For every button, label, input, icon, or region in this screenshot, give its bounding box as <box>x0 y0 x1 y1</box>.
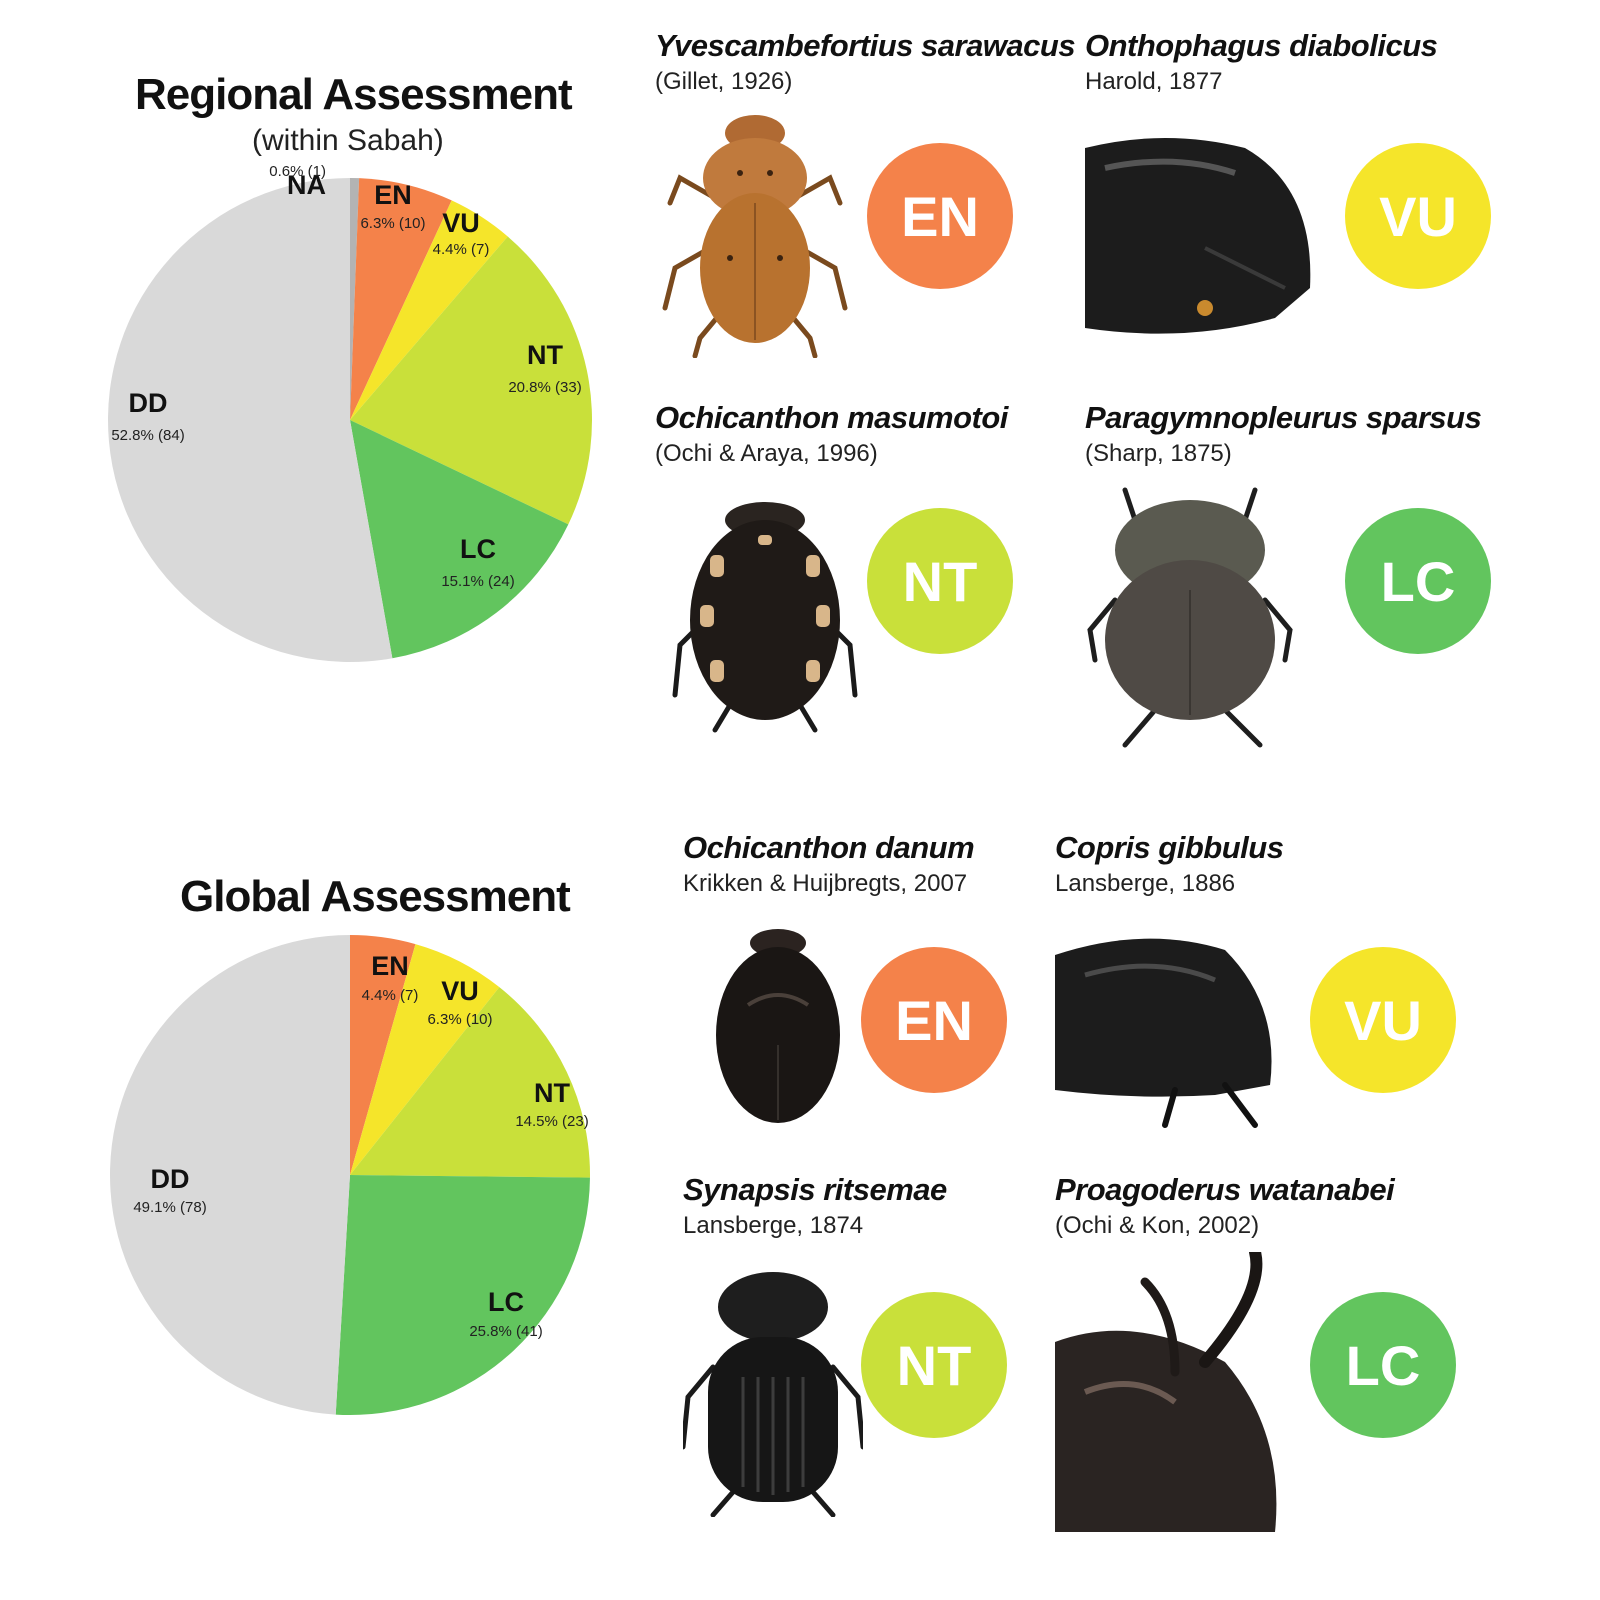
status-badge: VU <box>1345 143 1491 289</box>
status-badge: EN <box>861 947 1007 1093</box>
status-badge-label: EN <box>901 184 979 248</box>
slice-label-en: EN <box>371 951 409 981</box>
status-badge-label: LC <box>1345 1333 1421 1397</box>
pie-slice-nt <box>350 236 592 525</box>
slice-value-dd: 52.8% (84) <box>111 427 184 444</box>
species-card: Copris gibbulus Lansberge, 1886 VU <box>1055 830 1495 1190</box>
status-badge-label: NT <box>902 549 978 613</box>
status-badge-label: LC <box>1380 549 1456 613</box>
slice-label-nt: NT <box>527 340 563 370</box>
species-author: (Gillet, 1926) <box>655 68 793 95</box>
species-card: Onthophagus diabolicus Harold, 1877 VU <box>1085 28 1525 388</box>
species-author: Harold, 1877 <box>1085 68 1223 95</box>
species-name: Ochicanthon danum <box>683 830 975 865</box>
species-author: (Sharp, 1875) <box>1085 440 1232 467</box>
pie-slice-lc <box>335 1175 590 1415</box>
status-badge: NT <box>861 1292 1007 1438</box>
regional-pie-chart: NA0.6% (1) EN 6.3% (10) VU 4.4% (7) NT 20.8% (… <box>107 163 592 662</box>
species-name: Ochicanthon masumotoi <box>655 400 1008 435</box>
pie-slice-dd <box>109 935 351 1415</box>
spotted-beetle-icon <box>670 495 860 735</box>
status-badge: LC <box>1310 1292 1456 1438</box>
horned-beetle-icon <box>1055 1246 1295 1542</box>
species-name: Proagoderus watanabei <box>1055 1172 1395 1207</box>
slice-label-lc: LC <box>488 1287 524 1317</box>
status-badge: EN <box>867 143 1013 289</box>
slice-value-vu: 4.4% (7) <box>433 241 490 258</box>
species-card: Ochicanthon masumotoi (Ochi & Araya, 199… <box>655 400 1095 760</box>
species-card: Synapsis ritsemae Lansberge, 1874 NT <box>680 1172 1123 1532</box>
species-card: Paragymnopleurus sparsus (Sharp, 1875) L… <box>1085 400 1525 760</box>
pie-slice-en <box>350 178 452 420</box>
black-beetle-icon <box>680 1267 866 1518</box>
status-badge-label: NT <box>896 1333 972 1397</box>
black-beetle-icon <box>1085 128 1325 348</box>
slice-label-lc: LC <box>460 534 496 564</box>
species-author: Lansberge, 1886 <box>1055 870 1236 897</box>
species-name: Onthophagus diabolicus <box>1085 28 1438 63</box>
slice-label-dd: DD <box>151 1164 190 1194</box>
slice-value-en: 6.3% (10) <box>360 215 425 232</box>
slice-label-nt: NT <box>534 1078 570 1108</box>
pie-slice-nt <box>350 987 590 1178</box>
species-author: Krikken & Huijbregts, 2007 <box>683 870 968 897</box>
status-badge-label: VU <box>1344 988 1422 1052</box>
pie-slice-vu <box>350 944 500 1175</box>
slice-value-nt: 14.5% (23) <box>515 1113 588 1130</box>
slice-value-lc: 25.8% (41) <box>469 1323 542 1340</box>
slice-label-na: NA <box>287 170 326 200</box>
status-badge-label: VU <box>1379 184 1457 248</box>
slice-value-dd: 49.1% (78) <box>133 1199 206 1216</box>
pie-slice-vu <box>350 200 508 420</box>
species-card: Yvescambefortius sarawacus (Gillet, 1926… <box>655 28 1095 388</box>
status-badge-label: EN <box>895 988 973 1052</box>
bronze-beetle-icon <box>1085 480 1295 750</box>
species-name: Paragymnopleurus sparsus <box>1085 400 1482 435</box>
species-author: (Ochi & Kon, 2002) <box>1055 1212 1260 1239</box>
regional-chart-subtitle: (within Sabah) <box>252 124 444 157</box>
status-badge: VU <box>1310 947 1456 1093</box>
slice-value-en: 4.4% (7) <box>362 987 419 1004</box>
slice-label-vu: VU <box>442 208 480 238</box>
status-badge: NT <box>867 508 1013 654</box>
pie-slice-dd <box>107 178 393 662</box>
slice-label-en: EN <box>374 180 412 210</box>
black-beetle-icon <box>1055 925 1285 1135</box>
pie-slice-lc <box>350 420 569 659</box>
regional-chart-title: Regional Assessment <box>135 70 573 119</box>
species-name: Copris gibbulus <box>1055 830 1284 865</box>
slice-label-dd: DD <box>129 388 168 418</box>
species-name: Synapsis ritsemae <box>683 1172 947 1207</box>
species-name: Yvescambefortius sarawacus <box>655 28 1076 63</box>
slice-value-vu: 6.3% (10) <box>427 1011 492 1028</box>
species-author: Lansberge, 1874 <box>683 1212 864 1239</box>
global-chart-title: Global Assessment <box>180 872 571 921</box>
pie-slice-en <box>350 935 416 1175</box>
slice-value-lc: 15.1% (24) <box>441 573 514 590</box>
species-author: (Ochi & Araya, 1996) <box>655 440 878 467</box>
slice-value-nt: 20.8% (33) <box>508 379 581 396</box>
species-card: Ochicanthon danum Krikken & Huijbregts, … <box>683 830 1123 1190</box>
orange-beetle-icon <box>655 108 855 359</box>
slice-value-na: 0.6% (1) <box>269 163 326 180</box>
black-beetle-icon <box>708 925 848 1125</box>
global-pie-chart: EN 4.4% (7) VU 6.3% (10) NT 14.5% (23) LC 25.8%… <box>109 935 590 1415</box>
pie-slice-na <box>350 178 360 420</box>
slice-label-vu: VU <box>441 976 479 1006</box>
species-card: Proagoderus watanabei (Ochi & Kon, 2002)… <box>1055 1172 1495 1532</box>
status-badge: LC <box>1345 508 1491 654</box>
